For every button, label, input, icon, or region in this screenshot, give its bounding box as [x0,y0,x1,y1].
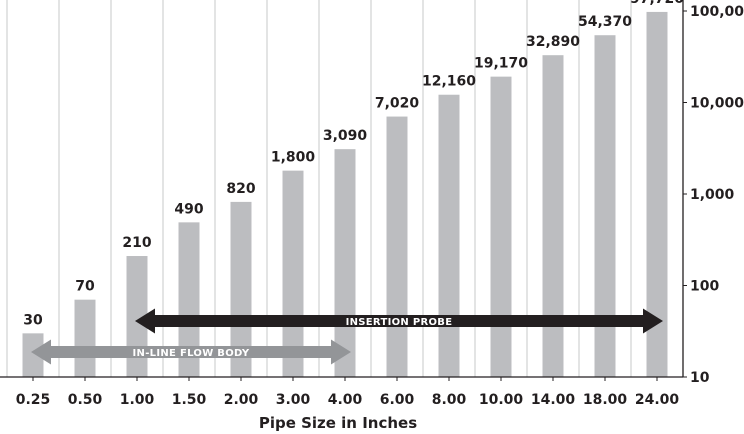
bar [22,333,44,377]
bar [490,76,512,377]
bar [74,299,96,377]
y-tick-label: 1,000 [690,187,735,203]
y-tick-label: 10 [690,370,710,386]
data-label: 210 [122,235,151,251]
x-tick-label: 24.00 [635,392,680,408]
x-tick-label: 10.00 [479,392,524,408]
x-tick-label: 8.00 [432,392,467,408]
data-label: 7,020 [375,96,420,112]
bar [178,222,200,377]
axes [0,0,687,381]
bar [230,201,252,377]
data-label: 32,890 [526,34,580,50]
bar [542,55,564,377]
x-tick-label: 3.00 [276,392,311,408]
bar [438,94,460,377]
data-label: 820 [226,181,255,197]
data-label: 70 [75,279,95,295]
data-label: 19,170 [474,56,528,72]
arrow-label: INSERTION PROBE [346,317,453,328]
x-tick-label: 0.25 [16,392,51,408]
x-tick-label: 2.00 [224,392,259,408]
data-label: 12,160 [422,74,476,90]
y-tick-label: 100,000 [690,4,744,20]
x-tick-label: 18.00 [583,392,628,408]
data-label: 54,370 [578,14,632,30]
range-arrows: IN-LINE FLOW BODY INSERTION PROBE [31,308,663,365]
bar [334,149,356,377]
x-tick-label: 0.50 [68,392,103,408]
data-label: 1,800 [271,150,316,166]
data-label: 97,720 [630,0,684,7]
bar [594,35,616,377]
x-tick-label: 1.00 [120,392,155,408]
bar [386,116,408,378]
x-tick-labels: 0.25 0.50 1.00 1.50 2.00 3.00 4.00 6.00 8.00 10.0… [16,392,680,408]
data-label: 30 [23,312,43,328]
y-tick-labels: 10 100 1,000 10,000 100,000 [690,4,744,386]
x-tick-label: 6.00 [380,392,415,408]
x-tick-label: 14.00 [531,392,576,408]
y-tick-label: 100 [690,279,719,295]
x-tick-label: 1.50 [172,392,207,408]
arrow-label: IN-LINE FLOW BODY [133,348,250,359]
inline-flow-body-arrow [31,339,351,365]
data-label: 490 [174,201,203,217]
insertion-probe-arrow [135,308,663,334]
x-tick-label: 4.00 [328,392,363,408]
y-tick-label: 10,000 [690,96,744,112]
data-label: 3,090 [323,128,368,144]
bar [646,11,668,378]
x-axis-title: Pipe Size in Inches [259,414,417,432]
bar-series [22,11,668,378]
